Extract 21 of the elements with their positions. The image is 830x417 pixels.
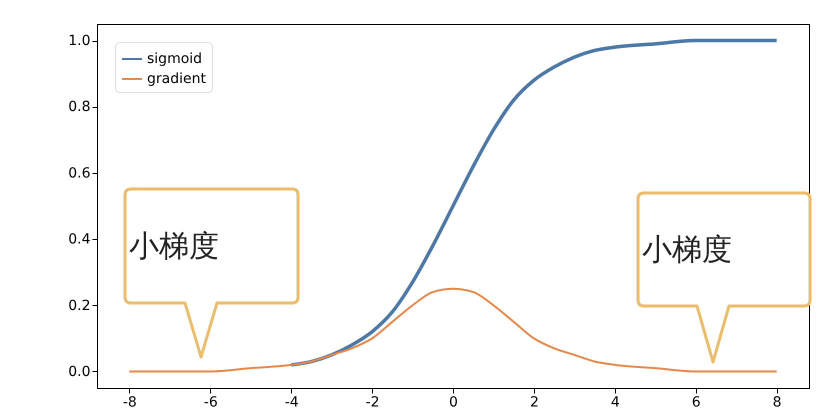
line-series	[128, 288, 778, 372]
annotation: 小梯度	[129, 229, 219, 264]
legend-label: gradient	[147, 71, 206, 87]
x-tick-label: 8	[772, 394, 782, 410]
y-tick-label: 0.2	[68, 298, 90, 314]
line-series	[289, 38, 778, 367]
x-tick-label: 2	[530, 394, 539, 410]
x-tick-label: 6	[692, 394, 701, 410]
y-tick-label: 0.6	[68, 165, 91, 182]
x-tick-label: -6	[204, 394, 218, 410]
y-tick-label: 1.0	[68, 33, 90, 50]
x-tick-label: -8	[122, 394, 137, 410]
y-tick-label: 0.4	[68, 232, 91, 248]
x-tick-label: 0	[449, 394, 458, 410]
x-tick-label: 4	[610, 394, 620, 410]
y-tick-label: 0.8	[68, 99, 90, 116]
annotation: 小梯度	[642, 232, 732, 268]
x-tick-label: -2	[366, 394, 380, 410]
y-tick-label: 0.0	[68, 364, 90, 380]
legend-label: sigmoid	[147, 51, 202, 67]
x-tick-label: -4	[284, 394, 299, 410]
